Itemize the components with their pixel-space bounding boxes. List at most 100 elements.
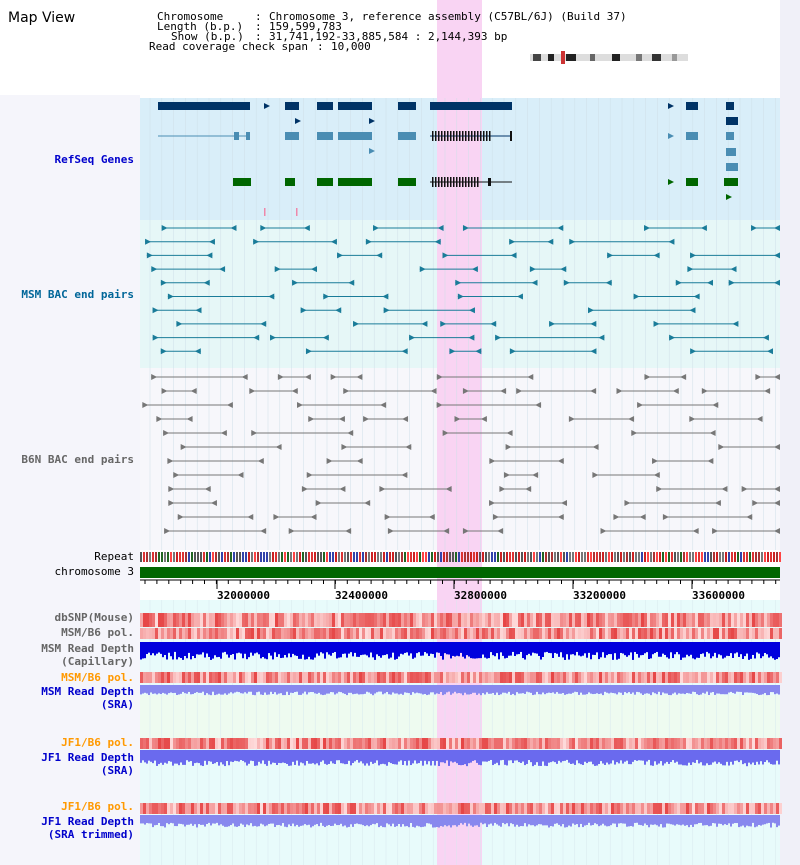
repeat-element (341, 552, 343, 562)
depth-bar (678, 685, 680, 694)
heat-cell (647, 803, 650, 814)
depth-bar (706, 815, 708, 826)
depth-bar (730, 642, 732, 654)
depth-bar (362, 750, 364, 764)
heat-cell (470, 613, 473, 627)
heat-cell (545, 803, 548, 814)
depth-bar (266, 815, 268, 826)
depth-bar (410, 750, 412, 766)
depth-bar (548, 642, 550, 653)
heat-cell (371, 738, 374, 749)
heat-cell (476, 738, 479, 749)
depth-bar (462, 750, 464, 766)
heat-cell (284, 613, 287, 627)
depth-bar (686, 815, 688, 826)
heat-cell (605, 803, 608, 814)
depth-bar (600, 815, 602, 826)
heat-cell (272, 738, 275, 749)
repeat-element (374, 552, 376, 562)
depth-bar (528, 685, 530, 693)
depth-bar (288, 750, 290, 766)
repeat-element (242, 552, 244, 562)
depth-bar (534, 750, 536, 765)
depth-bar (580, 815, 582, 824)
depth-bar (456, 642, 458, 656)
depth-bar (524, 750, 526, 766)
depth-bar (516, 642, 518, 655)
heat-cell (194, 613, 197, 627)
heat-cell (482, 672, 485, 683)
depth-bar (196, 685, 198, 693)
depth-bar (708, 685, 710, 695)
depth-bar (724, 685, 726, 695)
depth-bar (526, 750, 528, 764)
heat-cell (608, 672, 611, 683)
depth-bar (298, 642, 300, 659)
depth-bar (490, 642, 492, 653)
repeat-element (446, 552, 448, 562)
depth-bar (244, 685, 246, 693)
depth-bar (680, 750, 682, 765)
heat-cell (539, 613, 542, 627)
bac-end-marker (656, 486, 663, 492)
depth-bar (580, 642, 582, 657)
depth-bar (302, 750, 304, 764)
repeat-element (392, 552, 394, 562)
heat-cell (776, 613, 779, 627)
depth-bar (616, 642, 618, 660)
depth-bar (270, 685, 272, 692)
depth-bar (242, 750, 244, 761)
track-label-repeat: Repeat (94, 550, 134, 563)
depth-bar (430, 685, 432, 693)
gene-exon (246, 132, 250, 140)
repeat-element (701, 552, 703, 562)
depth-bar (312, 642, 314, 660)
bac-end-marker (257, 458, 264, 464)
depth-bar (526, 642, 528, 656)
repeat-element (227, 552, 229, 562)
heat-cell (386, 803, 389, 814)
depth-bar (366, 642, 368, 656)
heat-cell (248, 628, 251, 639)
depth-bar (580, 750, 582, 765)
depth-bar (260, 642, 262, 659)
bac-end-marker (687, 266, 694, 273)
depth-bar (478, 642, 480, 659)
depth-bar (738, 815, 740, 828)
depth-bar (264, 685, 266, 693)
depth-bar (684, 685, 686, 695)
depth-bar (776, 642, 778, 660)
heat-cell (437, 672, 440, 683)
heat-cell (410, 672, 413, 683)
heat-cell (581, 628, 584, 639)
heat-cell (308, 672, 311, 683)
depth-bar (300, 750, 302, 763)
heat-cell (494, 672, 497, 683)
heat-cell (239, 803, 242, 814)
heat-cell (497, 803, 500, 814)
depth-bar (258, 815, 260, 827)
repeat-element (449, 552, 451, 562)
heat-cell (644, 738, 647, 749)
depth-bar (694, 685, 696, 693)
depth-bar (748, 815, 750, 827)
depth-bar (334, 642, 336, 652)
repeat-element (761, 552, 763, 562)
bac-end-marker (156, 416, 163, 422)
depth-bar (374, 642, 376, 660)
depth-bar (588, 685, 590, 693)
heat-cell (398, 628, 401, 639)
depth-bar (364, 815, 366, 827)
heat-cell (449, 738, 452, 749)
heat-cell (326, 803, 329, 814)
heat-cell (605, 672, 608, 683)
heat-cell (407, 613, 410, 627)
heat-cell (155, 672, 158, 683)
heat-cell (155, 613, 158, 627)
depth-bar (376, 750, 378, 761)
depth-bar (512, 815, 514, 825)
heat-cell (236, 738, 239, 749)
depth-bar (484, 685, 486, 695)
depth-bar (498, 750, 500, 766)
